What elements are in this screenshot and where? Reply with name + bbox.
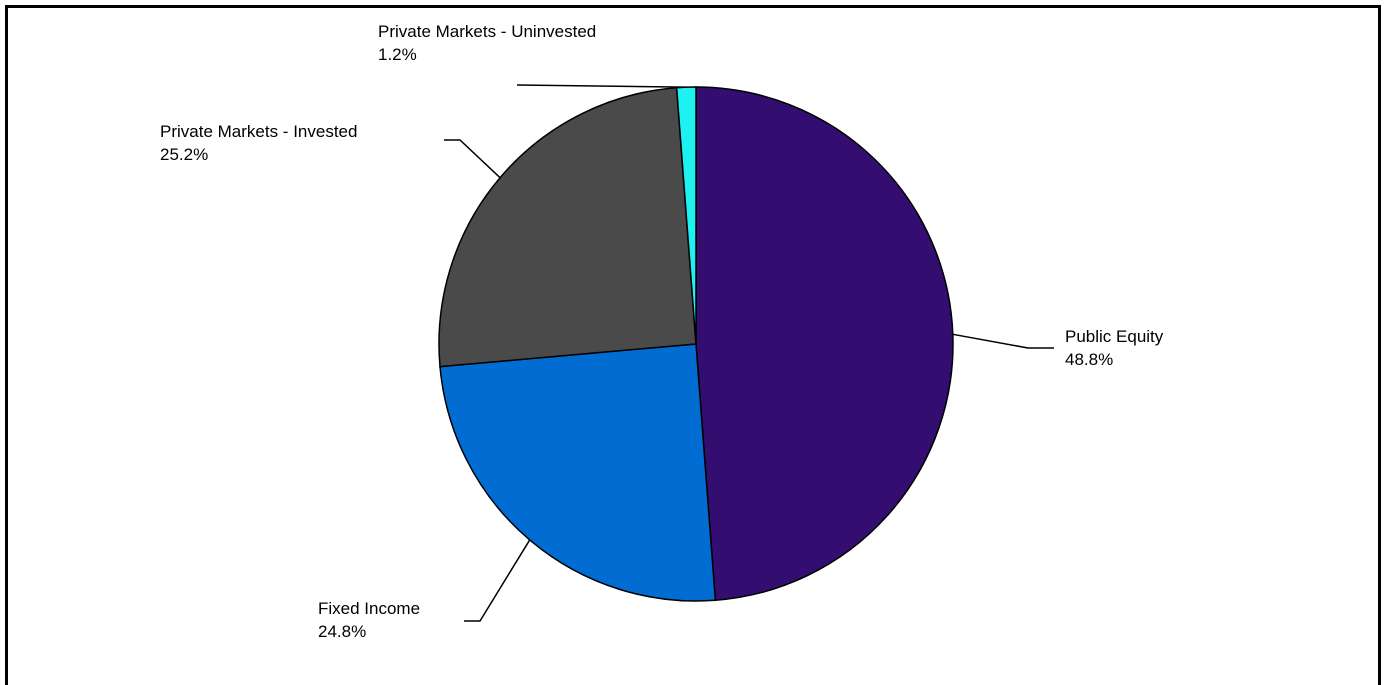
- leader-line-public-equity: [952, 333, 1054, 349]
- slice-labels: Public Equity 48.8% Fixed Income 24.8% Priva…: [160, 22, 1164, 641]
- leader-lines: [444, 84, 1054, 622]
- pie-slices: [438, 86, 954, 602]
- pie-slice-private-markets-invested: [438, 86, 697, 368]
- pie-slice-public-equity: [695, 86, 954, 602]
- leader-line-fixed-income: [464, 539, 531, 622]
- slice-value-private-markets-invested: 25.2%: [160, 145, 208, 164]
- leader-line-private-markets-invested: [444, 139, 501, 179]
- slice-label-private-markets-uninvested: Private Markets - Uninvested: [378, 22, 596, 41]
- slice-label-public-equity: Public Equity: [1065, 327, 1164, 346]
- leader-line-private-markets-uninvested: [516, 84, 687, 88]
- slice-value-public-equity: 48.8%: [1065, 350, 1113, 369]
- slice-label-private-markets-invested: Private Markets - Invested: [160, 122, 357, 141]
- slice-value-private-markets-uninvested: 1.2%: [378, 45, 417, 64]
- slice-value-fixed-income: 24.8%: [318, 622, 366, 641]
- slice-label-fixed-income: Fixed Income: [318, 599, 420, 618]
- pie-slice-fixed-income: [439, 343, 717, 602]
